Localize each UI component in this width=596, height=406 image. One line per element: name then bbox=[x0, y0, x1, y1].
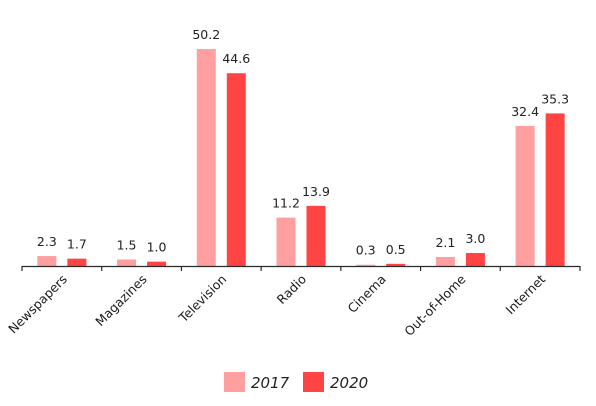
bar-radio-2020 bbox=[306, 205, 326, 266]
legend-swatch-2017 bbox=[224, 372, 245, 392]
data-label-internet-2020: 35.3 bbox=[541, 91, 569, 106]
category-label-newspapers: Newspapers bbox=[5, 272, 70, 337]
data-label-radio-2017: 11.2 bbox=[272, 196, 300, 211]
data-label-radio-2020: 13.9 bbox=[302, 184, 330, 199]
data-label-internet-2017: 32.4 bbox=[511, 104, 539, 119]
category-label-radio: Radio bbox=[274, 272, 309, 307]
legend: 2017 2020 bbox=[224, 372, 368, 392]
bar-out-of-home-2017 bbox=[435, 256, 455, 266]
category-label-television: Television bbox=[175, 272, 229, 326]
bars-layer bbox=[37, 49, 565, 267]
bar-internet-2017 bbox=[515, 125, 535, 266]
bar-television-2020 bbox=[226, 73, 246, 267]
data-label-cinema-2020: 0.5 bbox=[386, 242, 406, 257]
legend-swatch-2020 bbox=[303, 372, 324, 392]
value-labels-layer: 2.3 1.7 1.5 1.0 50.244.6 11.213.9 0.3 0.5 2.1 3.0… bbox=[37, 27, 569, 258]
legend-label-2017: 2017 bbox=[251, 374, 290, 392]
category-label-magazines: Magazines bbox=[92, 272, 149, 329]
x-axis-ticks bbox=[21, 266, 581, 271]
data-label-cinema-2017: 0.3 bbox=[356, 243, 376, 258]
legend-label-2020: 2020 bbox=[330, 374, 368, 392]
data-label-newspapers-2020: 1.7 bbox=[67, 237, 87, 252]
bar-newspapers-2020 bbox=[67, 258, 87, 266]
data-label-out-of-home-2020: 3.0 bbox=[465, 231, 485, 246]
category-labels: Newspapers Magazines Television Radio Cinema… bbox=[5, 271, 548, 339]
bar-cinema-2020 bbox=[386, 263, 406, 266]
data-label-magazines-2017: 1.5 bbox=[117, 238, 137, 253]
data-label-magazines-2020: 1.0 bbox=[147, 240, 167, 255]
bar-internet-2020 bbox=[545, 113, 565, 266]
bar-cinema-2017 bbox=[356, 264, 376, 266]
category-label-out-of-home: Out-of-Home bbox=[401, 271, 469, 339]
bar-television-2017 bbox=[196, 49, 216, 266]
data-label-out-of-home-2017: 2.1 bbox=[435, 235, 455, 250]
bar-magazines-2020 bbox=[147, 261, 167, 266]
data-label-newspapers-2017: 2.3 bbox=[37, 234, 57, 249]
bar-radio-2017 bbox=[276, 217, 296, 266]
category-label-internet: Internet bbox=[503, 271, 549, 317]
data-label-television-2017: 50.2 bbox=[192, 27, 220, 42]
bar-out-of-home-2020 bbox=[465, 253, 485, 266]
bar-magazines-2017 bbox=[117, 259, 137, 266]
category-label-cinema: Cinema bbox=[345, 272, 389, 316]
data-label-television-2020: 44.6 bbox=[222, 51, 250, 66]
bar-newspapers-2017 bbox=[37, 256, 57, 266]
